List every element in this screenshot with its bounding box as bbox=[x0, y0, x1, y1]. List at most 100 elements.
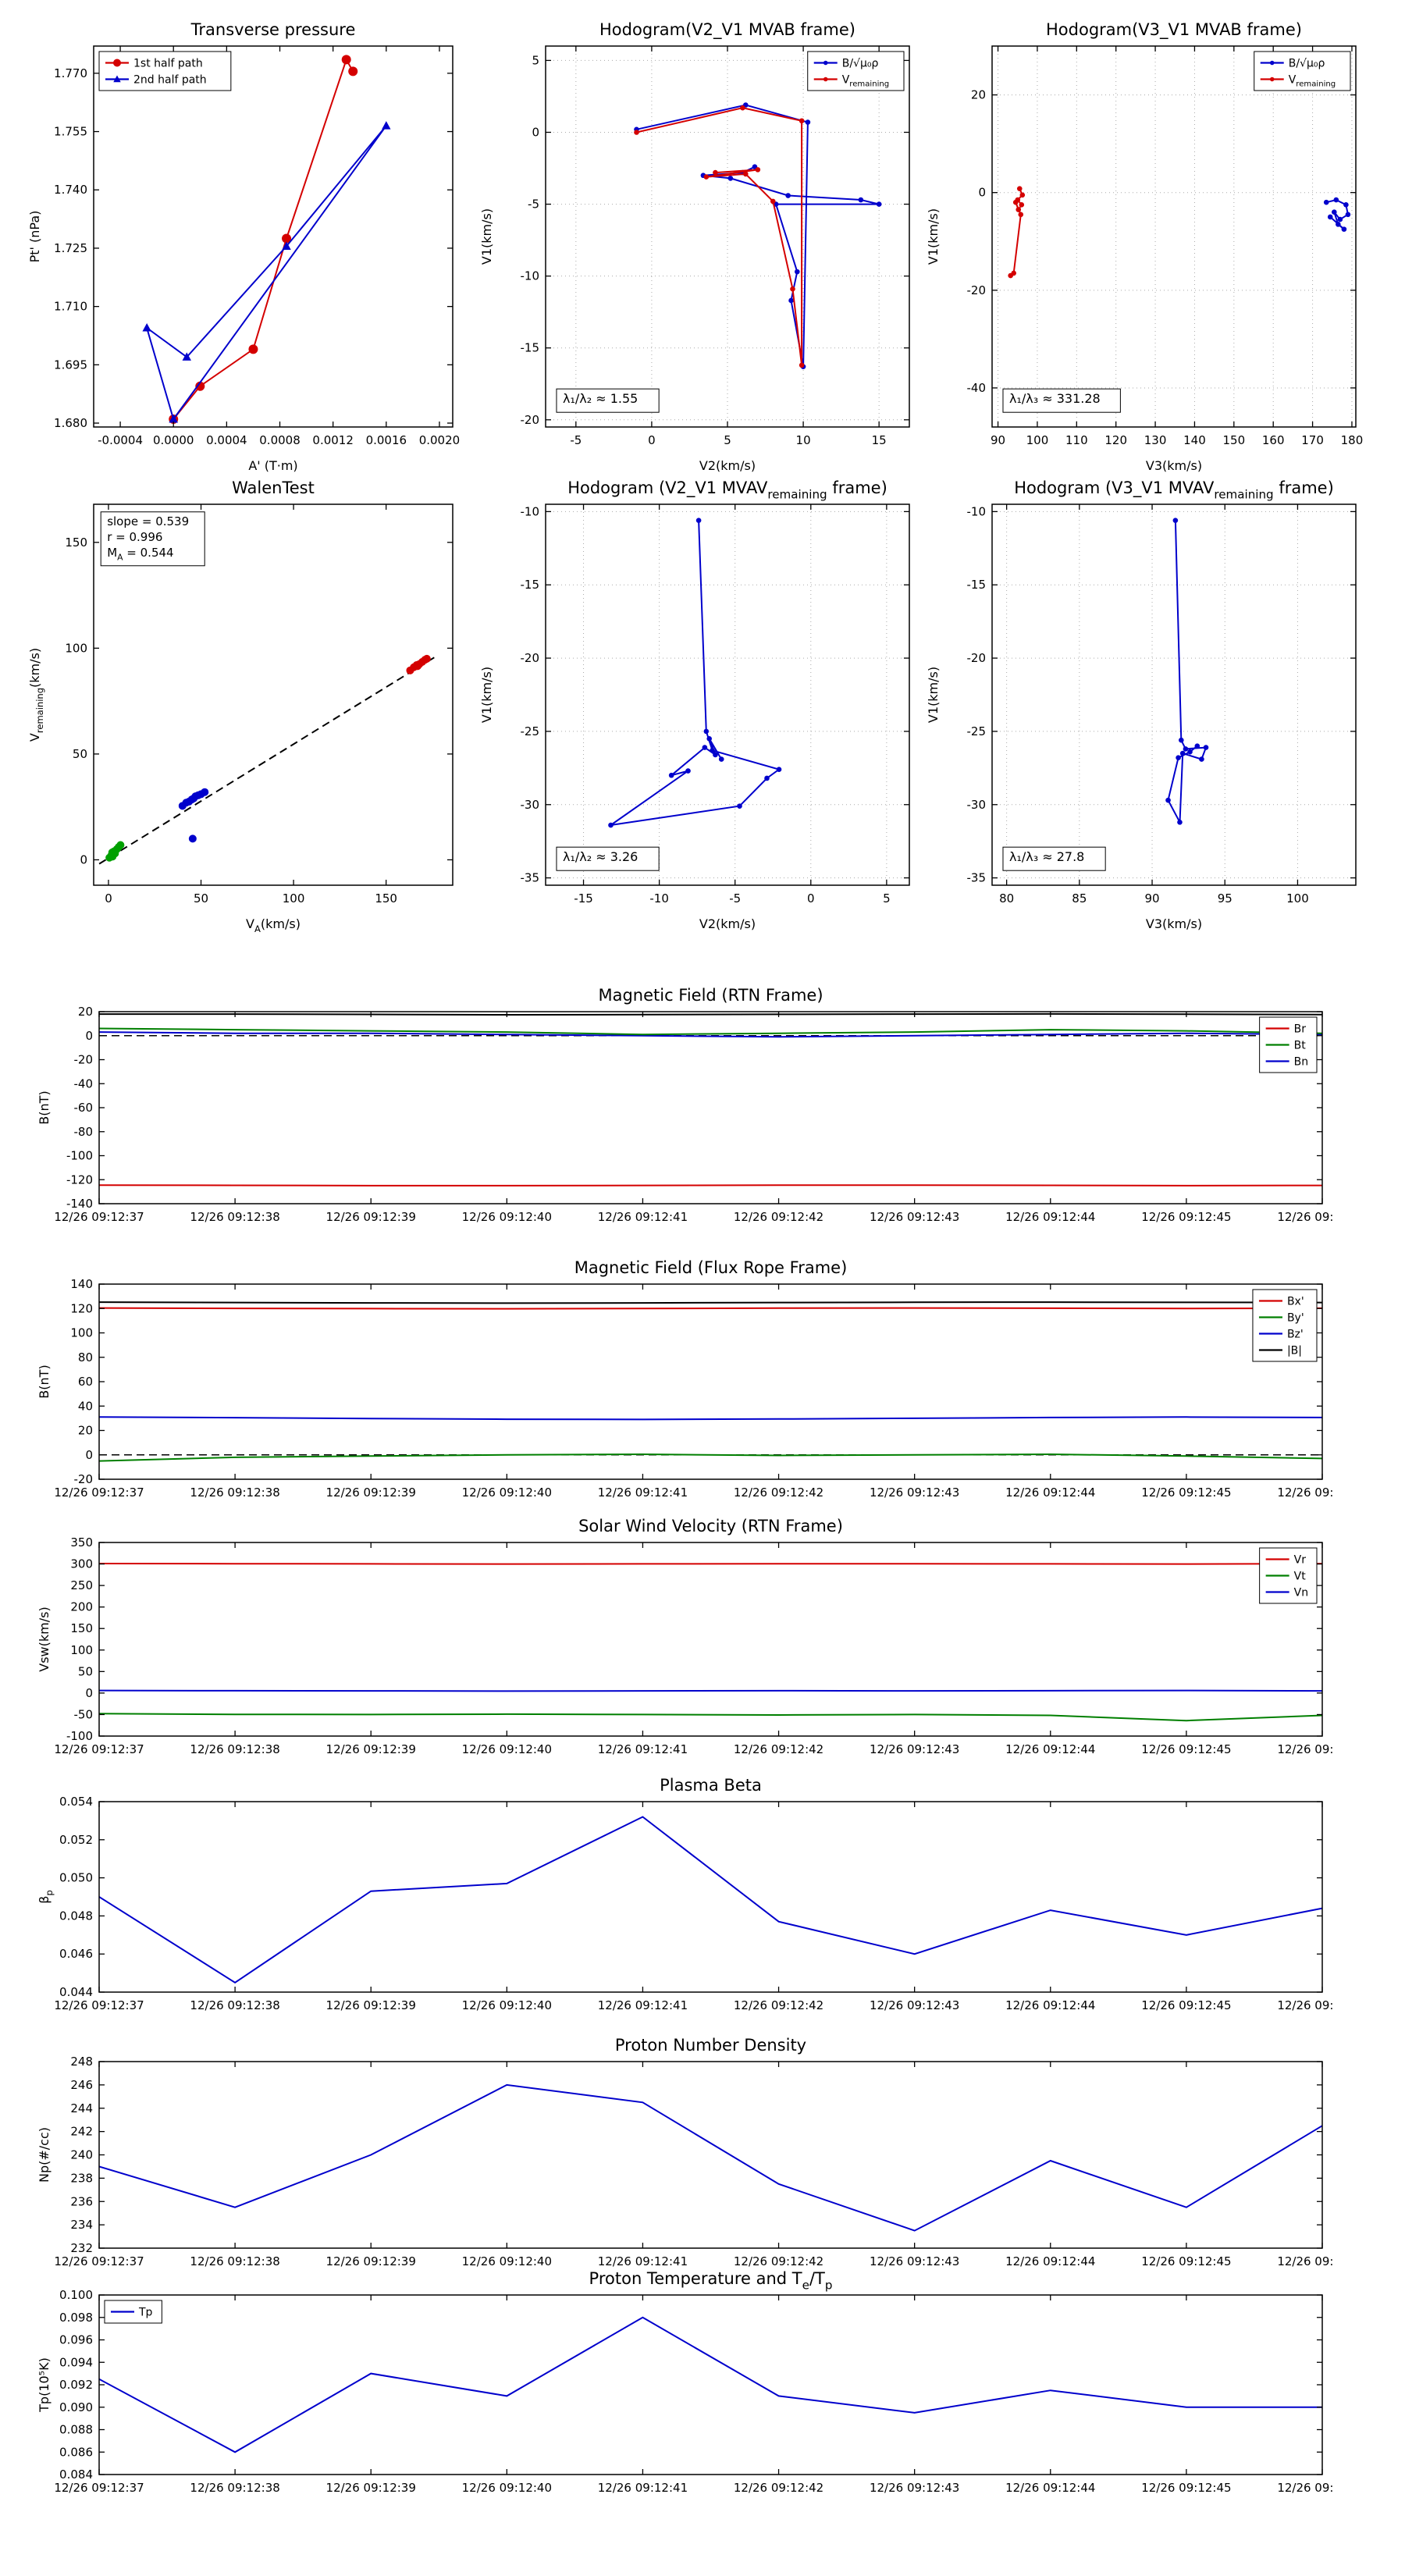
svg-text:20: 20 bbox=[78, 1424, 93, 1438]
svg-text:234: 234 bbox=[70, 2218, 93, 2232]
svg-text:0.092: 0.092 bbox=[59, 2378, 93, 2392]
svg-text:V3(km/s): V3(km/s) bbox=[1146, 916, 1202, 931]
svg-text:0: 0 bbox=[85, 1029, 93, 1043]
svg-text:12/26 09:12:44: 12/26 09:12:44 bbox=[1005, 2254, 1095, 2268]
svg-text:0.046: 0.046 bbox=[59, 1947, 93, 1961]
svg-text:-100: -100 bbox=[66, 1729, 93, 1743]
svg-text:12/26 09:12:37: 12/26 09:12:37 bbox=[54, 1485, 144, 1500]
svg-text:350: 350 bbox=[70, 1535, 93, 1550]
svg-text:12/26 09:12:44: 12/26 09:12:44 bbox=[1005, 1742, 1095, 1756]
svg-text:Tp: Tp bbox=[138, 2307, 153, 2319]
svg-text:100: 100 bbox=[1026, 433, 1049, 447]
svg-text:Proton Number Density: Proton Number Density bbox=[615, 2036, 806, 2055]
svg-text:Vsw(km/s): Vsw(km/s) bbox=[37, 1606, 52, 1671]
svg-text:12/26 09:12:44: 12/26 09:12:44 bbox=[1005, 1210, 1095, 1224]
svg-text:80: 80 bbox=[78, 1350, 93, 1364]
svg-text:Hodogram(V2_V1 MVAB frame): Hodogram(V2_V1 MVAB frame) bbox=[599, 20, 855, 40]
svg-text:5: 5 bbox=[532, 53, 539, 67]
svg-text:|B|: |B| bbox=[1287, 1345, 1302, 1357]
svg-text:0: 0 bbox=[105, 891, 112, 906]
svg-text:0.098: 0.098 bbox=[59, 2311, 93, 2325]
svg-text:12/26 09:12:37: 12/26 09:12:37 bbox=[54, 2481, 144, 2495]
svg-text:160: 160 bbox=[1262, 433, 1285, 447]
svg-text:12/26 09:12:41: 12/26 09:12:41 bbox=[598, 1210, 688, 1224]
svg-text:12/26 09:12:45: 12/26 09:12:45 bbox=[1141, 2481, 1231, 2495]
svg-text:V1(km/s): V1(km/s) bbox=[926, 208, 941, 265]
svg-text:240: 240 bbox=[70, 2148, 93, 2162]
svg-text:12/26 09:12:46: 12/26 09:12:46 bbox=[1277, 2481, 1334, 2495]
panel-magnetic-field-rtn: 12/26 09:12:37 12/26 09:12:38 12/26 09:12:… bbox=[21, 977, 1334, 1227]
svg-text:12/26 09:12:42: 12/26 09:12:42 bbox=[734, 2481, 823, 2495]
svg-text:0.090: 0.090 bbox=[59, 2400, 93, 2414]
svg-text:12/26 09:12:38: 12/26 09:12:38 bbox=[190, 2481, 279, 2495]
svg-text:-60: -60 bbox=[74, 1101, 94, 1115]
chart-transverse-pressure: -0.0004 0.0000 0.0004 0.0008 0.0012 0.0016 0.0… bbox=[20, 11, 461, 483]
svg-text:12/26 09:12:37: 12/26 09:12:37 bbox=[54, 1210, 144, 1224]
svg-text:242: 242 bbox=[70, 2125, 93, 2139]
svg-text:2nd half path: 2nd half path bbox=[133, 74, 207, 87]
svg-text:12/26 09:12:45: 12/26 09:12:45 bbox=[1141, 1210, 1231, 1224]
svg-text:12/26 09:12:37: 12/26 09:12:37 bbox=[54, 1742, 144, 1756]
svg-text:12/26 09:12:39: 12/26 09:12:39 bbox=[326, 1210, 416, 1224]
svg-text:12/26 09:12:40: 12/26 09:12:40 bbox=[462, 1742, 552, 1756]
svg-text:12/26 09:12:38: 12/26 09:12:38 bbox=[190, 1485, 279, 1500]
svg-text:12/26 09:12:38: 12/26 09:12:38 bbox=[190, 1210, 279, 1224]
chart-hodogram-v2v1-mvab: -5 0 5 10 15 -20 -15 -10 -5 0 5 Hodogram(V2_V1 MVAB… bbox=[468, 11, 917, 483]
panel-proton-number-density: 12/26 09:12:37 12/26 09:12:38 12/26 09:12:… bbox=[21, 2026, 1334, 2272]
svg-text:0.100: 0.100 bbox=[59, 2288, 93, 2302]
svg-text:1st half path: 1st half path bbox=[133, 58, 203, 70]
svg-text:Hodogram(V3_V1 MVAB frame): Hodogram(V3_V1 MVAB frame) bbox=[1046, 20, 1302, 40]
svg-text:12/26 09:12:41: 12/26 09:12:41 bbox=[598, 1998, 688, 2012]
svg-text:λ₁/λ₃ ≈ 27.8: λ₁/λ₃ ≈ 27.8 bbox=[1009, 849, 1084, 864]
svg-text:12/26 09:12:46: 12/26 09:12:46 bbox=[1277, 1485, 1334, 1500]
svg-text:50: 50 bbox=[78, 1664, 93, 1678]
svg-text:0.048: 0.048 bbox=[59, 1909, 93, 1923]
svg-text:12/26 09:12:42: 12/26 09:12:42 bbox=[734, 1485, 823, 1500]
svg-text:12/26 09:12:38: 12/26 09:12:38 bbox=[190, 2254, 279, 2268]
svg-text:12/26 09:12:37: 12/26 09:12:37 bbox=[54, 1998, 144, 2012]
svg-text:V3(km/s): V3(km/s) bbox=[1146, 458, 1202, 473]
svg-text:50: 50 bbox=[194, 891, 208, 906]
svg-text:-20: -20 bbox=[967, 283, 987, 297]
svg-text:By': By' bbox=[1287, 1312, 1304, 1325]
svg-text:-15: -15 bbox=[521, 578, 540, 592]
svg-text:Bn: Bn bbox=[1294, 1056, 1308, 1069]
svg-text:12/26 09:12:46: 12/26 09:12:46 bbox=[1277, 1210, 1334, 1224]
svg-text:-100: -100 bbox=[66, 1149, 93, 1163]
svg-text:-25: -25 bbox=[967, 724, 987, 738]
svg-text:λ₁/λ₃ ≈ 331.28: λ₁/λ₃ ≈ 331.28 bbox=[1009, 391, 1101, 406]
svg-text:Plasma Beta: Plasma Beta bbox=[660, 1776, 762, 1795]
svg-text:Bx': Bx' bbox=[1287, 1296, 1304, 1308]
svg-text:12/26 09:12:41: 12/26 09:12:41 bbox=[598, 2481, 688, 2495]
svg-text:V2(km/s): V2(km/s) bbox=[699, 916, 756, 931]
svg-text:236: 236 bbox=[70, 2194, 93, 2208]
svg-text:Vr: Vr bbox=[1294, 1554, 1307, 1567]
panel-solar-wind-velocity: 12/26 09:12:37 12/26 09:12:38 12/26 09:12:… bbox=[21, 1507, 1334, 1759]
svg-text:12/26 09:12:37: 12/26 09:12:37 bbox=[54, 2254, 144, 2268]
svg-text:12/26 09:12:46: 12/26 09:12:46 bbox=[1277, 2254, 1334, 2268]
svg-text:-10: -10 bbox=[521, 504, 540, 518]
svg-text:Bt: Bt bbox=[1294, 1040, 1307, 1052]
panel-plasma-beta: 12/26 09:12:37 12/26 09:12:38 12/26 09:12:… bbox=[21, 1767, 1334, 2016]
svg-text:Magnetic Field (Flux Rope Fram: Magnetic Field (Flux Rope Frame) bbox=[574, 1258, 848, 1277]
svg-text:12/26 09:12:40: 12/26 09:12:40 bbox=[462, 1485, 552, 1500]
svg-text:-50: -50 bbox=[74, 1707, 94, 1721]
svg-text:0.086: 0.086 bbox=[59, 2445, 93, 2459]
svg-text:λ₁/λ₂ ≈ 3.26: λ₁/λ₂ ≈ 3.26 bbox=[563, 849, 638, 864]
svg-text:Pt' (nPa): Pt' (nPa) bbox=[27, 211, 42, 263]
svg-text:12/26 09:12:42: 12/26 09:12:42 bbox=[734, 1742, 823, 1756]
svg-text:12/26 09:12:46: 12/26 09:12:46 bbox=[1277, 1742, 1334, 1756]
svg-text:110: 110 bbox=[1065, 433, 1088, 447]
svg-text:1.755: 1.755 bbox=[54, 125, 87, 139]
svg-text:95: 95 bbox=[1218, 891, 1232, 906]
svg-text:200: 200 bbox=[70, 1600, 93, 1614]
svg-text:12/26 09:12:41: 12/26 09:12:41 bbox=[598, 1485, 688, 1500]
svg-text:12/26 09:12:44: 12/26 09:12:44 bbox=[1005, 2481, 1095, 2495]
svg-text:-30: -30 bbox=[521, 798, 540, 812]
svg-text:12/26 09:12:43: 12/26 09:12:43 bbox=[870, 1998, 959, 2012]
svg-text:VA(km/s): VA(km/s) bbox=[246, 916, 301, 934]
svg-text:12/26 09:12:40: 12/26 09:12:40 bbox=[462, 1998, 552, 2012]
svg-text:150: 150 bbox=[1223, 433, 1246, 447]
svg-text:-20: -20 bbox=[74, 1472, 94, 1486]
svg-text:0: 0 bbox=[648, 433, 656, 447]
